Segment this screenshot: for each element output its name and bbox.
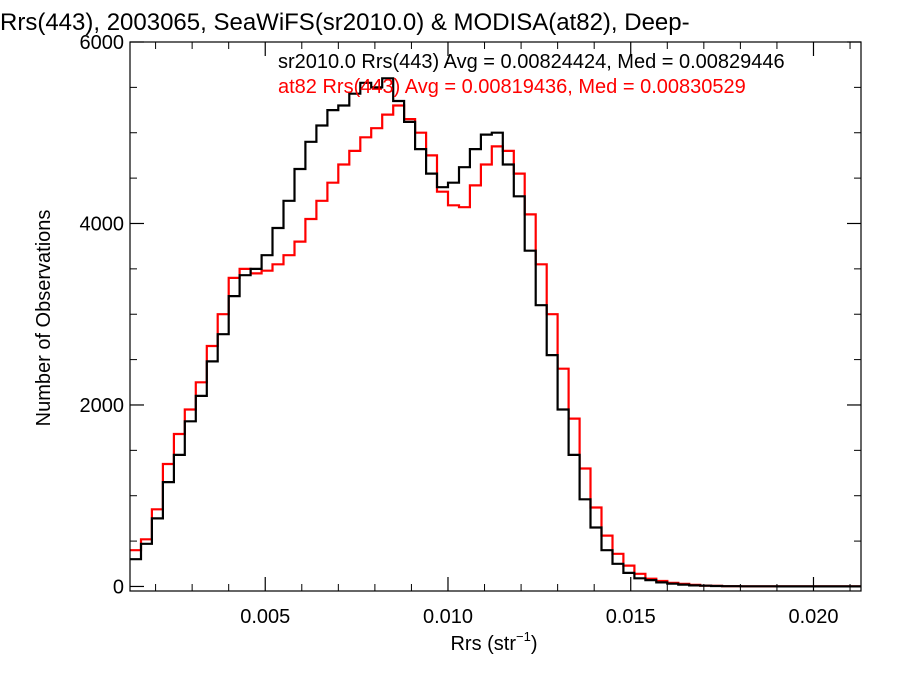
plot-frame bbox=[129, 41, 862, 592]
x-axis-label: Rrs (str−1) bbox=[450, 629, 537, 655]
series-layer bbox=[130, 77, 861, 588]
y-axis-label: Number of Observations bbox=[33, 210, 55, 427]
chart-title: Rrs(443), 2003065, SeaWiFS(sr2010.0) & M… bbox=[0, 9, 690, 36]
y-tick-label: 4000 bbox=[80, 213, 125, 235]
y-tick-label: 0 bbox=[113, 576, 124, 598]
x-tick-label: 0.015 bbox=[606, 606, 656, 628]
x-tick-label: 0.020 bbox=[788, 606, 838, 628]
legend: sr2010.0 Rrs(443) Avg = 0.00824424, Med … bbox=[278, 51, 785, 98]
series-line-at82 bbox=[130, 104, 861, 588]
x-tick-label: 0.010 bbox=[423, 606, 473, 628]
ticks-layer: 0.005 0.010 0.015 0.020 0 2000 4000 6000 bbox=[80, 32, 861, 628]
y-tick-label: 2000 bbox=[80, 395, 125, 417]
series-line-sr2010.0 bbox=[130, 77, 861, 588]
legend-entry-sr2010.0: sr2010.0 Rrs(443) Avg = 0.00824424, Med … bbox=[278, 51, 785, 73]
legend-entry-at82: at82 Rrs(443) Avg = 0.00819436, Med = 0.… bbox=[278, 76, 746, 98]
y-tick-label: 6000 bbox=[80, 32, 125, 54]
x-tick-label: 0.005 bbox=[240, 606, 290, 628]
